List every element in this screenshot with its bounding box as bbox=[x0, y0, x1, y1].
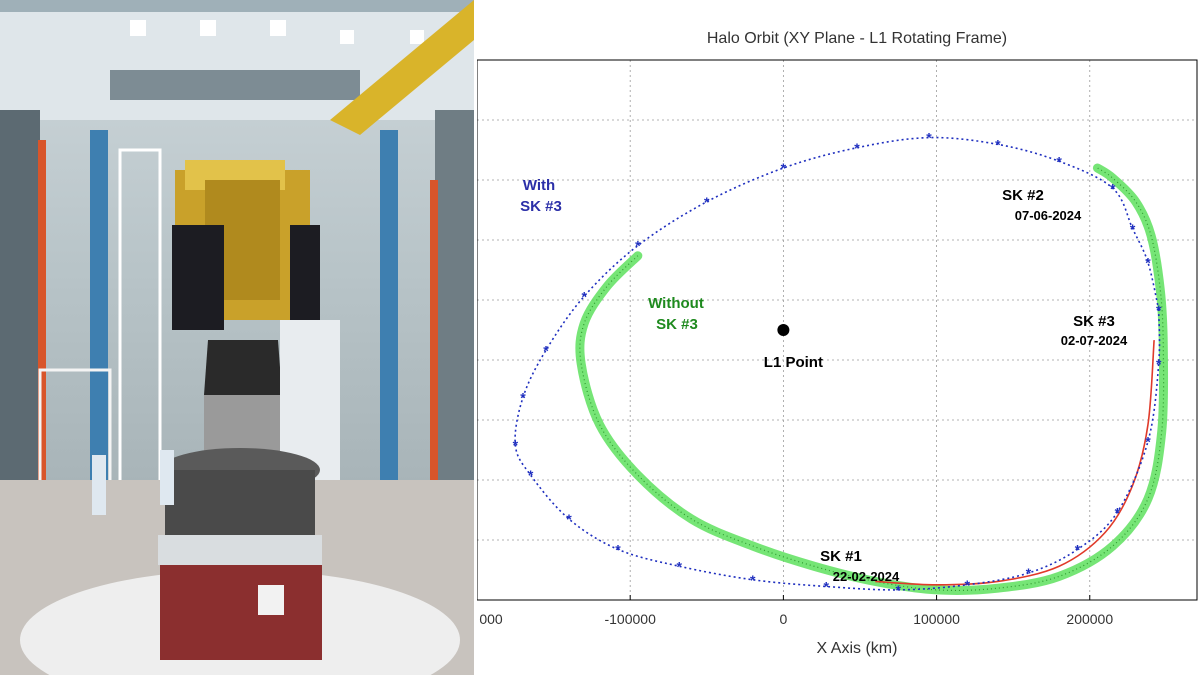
x-tick-label: 0 bbox=[779, 611, 787, 627]
l1-point-marker bbox=[777, 324, 790, 336]
series-with-sk3-marker: * bbox=[513, 437, 519, 453]
series-with-sk3-marker: * bbox=[1145, 433, 1151, 449]
series-with-sk3-marker: * bbox=[528, 467, 534, 483]
series-with-sk3-marker: * bbox=[520, 390, 526, 406]
series-with-sk3-marker: * bbox=[896, 582, 902, 598]
with-sk3-label-line2: SK #3 bbox=[520, 198, 562, 215]
chart-title: Halo Orbit (XY Plane - L1 Rotating Frame… bbox=[707, 30, 1007, 47]
series-with-sk3-marker: * bbox=[1115, 504, 1121, 520]
sk2-date: 07-06-2024 bbox=[1015, 208, 1082, 223]
series-with-sk3-marker: * bbox=[995, 136, 1001, 152]
series-with-sk3-marker: * bbox=[566, 511, 572, 527]
l1-point-label: L1 Point bbox=[764, 354, 823, 371]
series-without-sk3-line bbox=[575, 163, 1169, 595]
series-with-sk3-marker: * bbox=[926, 130, 932, 146]
chart-canvas: Halo Orbit (XY Plane - L1 Rotating Frame… bbox=[476, 30, 1198, 657]
halo-orbit-chart: Halo Orbit (XY Plane - L1 Rotating Frame… bbox=[476, 0, 1200, 675]
series-with-sk3-marker: * bbox=[1075, 541, 1081, 557]
series-with-sk3-marker: * bbox=[1156, 356, 1162, 372]
series-with-sk3-marker: * bbox=[582, 288, 588, 304]
with-sk3-label-line1: With bbox=[523, 177, 555, 194]
sk1-title: SK #1 bbox=[820, 548, 862, 565]
without-sk3-label-line2: SK #3 bbox=[656, 316, 698, 333]
x-axis-ticks: 000 -100000 0 100000 200000 bbox=[476, 595, 1113, 627]
sk3-date: 02-07-2024 bbox=[1061, 333, 1128, 348]
series-with-sk3-marker: * bbox=[704, 194, 710, 210]
x-tick-label: -100000 bbox=[604, 611, 656, 627]
series-with-sk3-marker: * bbox=[676, 558, 682, 574]
sk2-title: SK #2 bbox=[1002, 187, 1044, 204]
series-with-sk3-marker: * bbox=[1110, 180, 1116, 196]
series-without-sk3-core bbox=[579, 167, 1165, 592]
series-with-sk3-marker: * bbox=[543, 342, 549, 358]
series-with-sk3-marker: * bbox=[750, 572, 756, 588]
series-with-sk3-marker: * bbox=[1145, 255, 1151, 271]
series-with-sk3-marker: * bbox=[854, 140, 860, 156]
series-with-sk3-marker: * bbox=[824, 579, 830, 595]
series-layer: * * * * * * * * * * * * * * * * * * * * * * * * * * * * bbox=[513, 130, 1169, 598]
sk1-date: 22-02-2024 bbox=[833, 569, 900, 584]
series-with-sk3-marker: * bbox=[964, 577, 970, 593]
without-sk3-label-line1: Without bbox=[648, 295, 704, 312]
series-with-sk3-marker: * bbox=[1026, 565, 1032, 581]
sk3-title: SK #3 bbox=[1073, 313, 1115, 330]
satellite-photo bbox=[0, 0, 474, 675]
series-with-sk3-marker: * bbox=[1130, 221, 1136, 237]
series-with-sk3-line bbox=[514, 136, 1161, 591]
series-red-line bbox=[875, 340, 1155, 586]
x-tick-label: 000 bbox=[479, 611, 503, 627]
series-with-sk3-marker: * bbox=[781, 160, 787, 176]
x-tick-label: 100000 bbox=[913, 611, 960, 627]
satellite-integration-photo-icon bbox=[0, 0, 474, 675]
image-divider bbox=[474, 0, 477, 675]
x-tick-label: 200000 bbox=[1066, 611, 1113, 627]
plot-frame bbox=[476, 59, 1198, 601]
series-with-sk3-marker: * bbox=[615, 541, 621, 557]
series-with-sk3-marker: * bbox=[1056, 153, 1062, 169]
series-with-sk3-marker: * bbox=[1156, 302, 1162, 318]
x-axis-label: X Axis (km) bbox=[817, 640, 898, 657]
series-with-sk3-marker: * bbox=[635, 238, 641, 254]
